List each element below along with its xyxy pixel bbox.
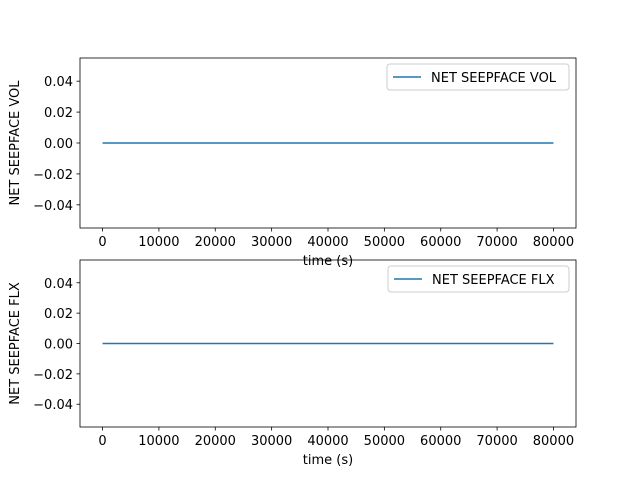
chart2-x-tick-label: 30000 (251, 434, 292, 449)
chart2-x-tick-label: 20000 (195, 434, 236, 449)
chart1-x-tick-label: 0 (98, 235, 106, 250)
chart1-y-tick-label: 0.04 (44, 75, 73, 90)
chart1-y-axis-label: NET SEEPFACE VOL (8, 80, 23, 206)
chart1-x-tick-label: 60000 (420, 235, 461, 250)
chart1-x-tick-label: 70000 (476, 235, 517, 250)
chart2-x-tick-label: 0 (98, 434, 106, 449)
chart1-panel: 0 10000 20000 30000 40000 50000 60000 70000 8000… (8, 57, 577, 269)
chart2-x-tick-label: 60000 (420, 434, 461, 449)
chart1-y-tick-label: −0.02 (33, 168, 73, 183)
chart1-legend-label: NET SEEPFACE VOL (431, 71, 557, 86)
chart2-y-tick-label: 0.00 (44, 338, 73, 353)
chart2-y-tick-label: 0.02 (44, 307, 73, 322)
chart1-x-tick-label: 50000 (364, 235, 405, 250)
chart1-x-tick-label: 40000 (307, 235, 348, 250)
chart1-legend: NET SEEPFACE VOL (386, 63, 570, 91)
chart2-x-tick-label: 10000 (138, 434, 179, 449)
chart2-x-axis-label: time (s) (303, 453, 353, 468)
chart2-legend-box (387, 265, 570, 293)
chart1-x-tick-label: 80000 (533, 235, 574, 250)
chart2-legend-label: NET SEEPFACE FLX (432, 273, 555, 288)
chart1-legend-box (386, 63, 570, 91)
chart1-x-tick-label: 20000 (195, 235, 236, 250)
chart2-x-tick-label: 40000 (307, 434, 348, 449)
chart2-x-tick-label: 80000 (533, 434, 574, 449)
chart1-y-tick-label: −0.04 (33, 199, 73, 214)
chart2-panel: 0 10000 20000 30000 40000 50000 60000 70000 8000… (8, 259, 577, 468)
chart2-y-tick-label: −0.04 (33, 398, 73, 413)
chart2-y-tick-label: 0.04 (44, 277, 73, 292)
chart2-x-tick-label: 70000 (476, 434, 517, 449)
chart1-y-tick-label: 0.02 (44, 106, 73, 121)
chart2-y-axis-label: NET SEEPFACE FLX (8, 282, 23, 405)
chart1-y-tick-label: 0.00 (44, 137, 73, 152)
chart1-x-tick-label: 30000 (251, 235, 292, 250)
chart1-x-tick-label: 10000 (138, 235, 179, 250)
chart1-x-axis-label: time (s) (303, 254, 353, 269)
chart2-y-tick-label: −0.02 (33, 368, 73, 383)
chart2-x-tick-label: 50000 (364, 434, 405, 449)
chart2-legend: NET SEEPFACE FLX (387, 265, 570, 293)
